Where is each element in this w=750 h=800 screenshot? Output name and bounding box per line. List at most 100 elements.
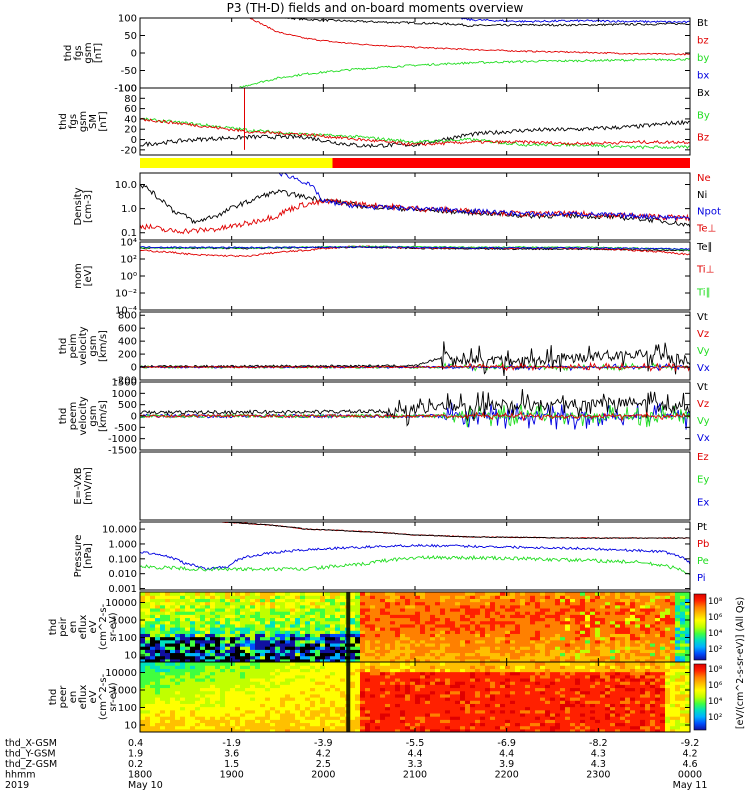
spectrogram-cell <box>445 719 451 724</box>
spectrogram-cell <box>225 652 231 657</box>
spectrogram-cell <box>175 671 181 676</box>
spectrogram-cell <box>525 712 531 717</box>
spectrogram-cell <box>140 636 146 641</box>
spectrogram-cell <box>630 677 636 682</box>
spectrogram-cell <box>390 642 396 647</box>
spectrogram-cell <box>190 636 196 641</box>
spectrogram-cell <box>145 716 151 720</box>
spectrogram-cell <box>525 722 531 727</box>
spectrogram-cell <box>160 658 166 662</box>
spectrogram-cell <box>310 627 316 631</box>
spectrogram-cell <box>460 719 466 724</box>
spectrogram-cell <box>525 652 531 657</box>
spectrogram-cell <box>320 617 326 622</box>
spectrogram-cell <box>350 636 356 641</box>
spectrogram-cell <box>515 706 521 711</box>
spectrogram-cell <box>475 627 481 631</box>
spectrogram-cell <box>490 690 496 695</box>
spectrogram-cell <box>220 725 226 730</box>
spectrogram-cell <box>295 712 301 717</box>
spectrogram-cell <box>255 668 261 673</box>
spectrogram-cell <box>175 595 181 599</box>
spectrogram-cell <box>530 601 536 606</box>
spectrogram-cell <box>395 697 401 701</box>
spectrogram-cell <box>535 592 541 596</box>
spectrogram-cell <box>430 674 436 679</box>
spectrogram-cell <box>220 655 226 660</box>
spectrogram-cell <box>160 693 166 698</box>
spectrogram-cell <box>230 649 236 654</box>
spectrogram-cell <box>295 677 301 682</box>
spectrogram-cell <box>200 677 206 682</box>
spectrogram-cell <box>140 611 146 615</box>
spectrogram-cell <box>230 601 236 606</box>
spectrogram-cell <box>500 671 506 676</box>
spectrogram-cell <box>320 728 326 732</box>
spectrogram-cell <box>670 614 676 619</box>
spectrogram-cell <box>385 627 391 631</box>
spectrogram-cell <box>250 604 256 609</box>
spectrogram-cell <box>425 623 431 628</box>
spectrogram-cell <box>565 674 571 679</box>
spectrogram-cell <box>525 687 531 692</box>
spectrogram-cell <box>305 668 311 673</box>
spectrogram-cell <box>250 665 256 669</box>
spectrogram-cell <box>330 693 336 698</box>
spectrogram-cell <box>350 671 356 676</box>
spectrogram-cell <box>185 598 191 603</box>
spectrogram-cell <box>235 703 241 708</box>
spectrogram-cell <box>460 703 466 708</box>
spectrogram-cell <box>360 706 366 711</box>
spectrogram-cell <box>435 668 441 673</box>
spectrogram-cell <box>385 662 391 666</box>
spectrogram-cell <box>410 690 416 695</box>
spectrogram-cell <box>630 693 636 698</box>
spectrogram-cell <box>535 684 541 689</box>
spectrogram-cell <box>635 681 641 685</box>
spectrogram-cell <box>145 655 151 660</box>
spectrogram-cell <box>150 728 156 732</box>
spectrogram-cell <box>440 601 446 606</box>
spectrogram-cell <box>145 652 151 657</box>
spectrogram-cell <box>205 684 211 689</box>
spectrogram-cell <box>365 681 371 685</box>
y-tick-label: 200 <box>118 350 137 361</box>
spectrogram-cell <box>545 700 551 704</box>
spectrogram-cell <box>190 639 196 644</box>
spectrogram-cell <box>370 719 376 724</box>
spectrogram-cell <box>520 604 526 609</box>
spectrogram-cell <box>525 636 531 641</box>
spectrogram-cell <box>480 639 486 644</box>
spectrogram-cell <box>190 655 196 660</box>
panel-plot-area <box>140 245 690 258</box>
spectrogram-cell <box>310 601 316 606</box>
spectrogram-cell <box>450 592 456 596</box>
spectrogram-cell <box>670 655 676 660</box>
spectrogram-cell <box>545 592 551 596</box>
spectrogram-cell <box>340 646 346 650</box>
spectrogram-cell <box>240 620 246 625</box>
spectrogram-cell <box>565 722 571 727</box>
spectrogram-cell <box>480 611 486 615</box>
spectrogram-cell <box>375 719 381 724</box>
spectrogram-cell <box>155 722 161 727</box>
spectrogram-cell <box>510 700 516 704</box>
spectrogram-cell <box>400 652 406 657</box>
spectrogram-cell <box>305 677 311 682</box>
spectrogram-cell <box>395 722 401 727</box>
spectrogram-cell <box>580 630 586 634</box>
spectrogram-cell <box>320 652 326 657</box>
series-bx <box>140 119 690 149</box>
y-axis-label: eV <box>88 620 99 633</box>
legend-bt: Bt <box>697 18 708 29</box>
spectrogram-cell <box>270 712 276 717</box>
spectrogram-cell <box>600 684 606 689</box>
spectrogram-cell <box>490 611 496 615</box>
spectrogram-cell <box>335 712 341 717</box>
spectrogram-cell <box>590 722 596 727</box>
spectrogram-cell <box>255 649 261 654</box>
spectrogram-cell <box>450 595 456 599</box>
spectrogram-cell <box>585 671 591 676</box>
spectrogram-cell <box>300 681 306 685</box>
spectrogram-cell <box>425 728 431 732</box>
